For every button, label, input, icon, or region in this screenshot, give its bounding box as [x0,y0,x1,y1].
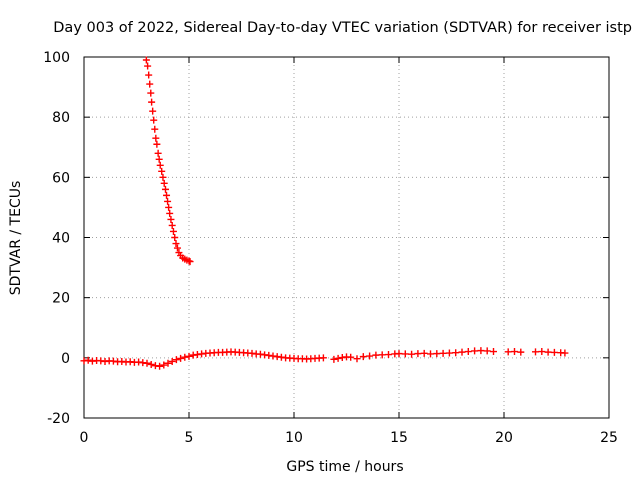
data-point-steep-decline [164,197,172,205]
data-point-baseline [433,350,441,358]
data-point-baseline [445,349,453,357]
grid-lines [84,57,609,418]
x-tick-label: 15 [390,430,408,446]
y-tick-labels: -20 0 20 40 60 80 100 [43,50,70,427]
data-point-steep-decline [152,134,160,142]
data-point-steep-decline [158,167,166,175]
data-point-steep-decline [155,155,163,163]
data-point-steep-decline [149,107,157,115]
data-point-baseline [147,360,155,368]
y-tick-label: 60 [52,170,70,186]
data-point-baseline [177,354,185,362]
x-tick-label: 25 [600,430,618,446]
data-point-steep-decline [147,89,155,97]
data-point-baseline [477,347,485,355]
data-point-steep-decline [165,203,173,211]
data-point-baseline [353,355,361,363]
chart-title: Day 003 of 2022, Sidereal Day-to-day VTE… [53,20,632,36]
data-point-steep-decline [169,227,177,235]
y-axis-label: SDTVAR / TECUs [8,181,24,296]
data-point-steep-decline [161,185,169,193]
data-point-baseline [561,349,569,357]
data-point-baseline [330,355,338,363]
data-point-baseline [401,350,409,358]
data-point-baseline [550,348,558,356]
data-point-baseline [143,359,151,367]
data-point-baseline [490,348,497,356]
data-point-steep-decline [148,98,156,106]
data-point-steep-decline [186,258,194,266]
data-point-baseline [532,348,539,356]
data-point-baseline [385,351,392,359]
plot-frame [83,56,610,419]
data-point-baseline [172,356,180,364]
data-point-baseline [84,356,92,364]
data-point-steep-decline [160,179,168,187]
data-point-steep-decline [142,56,150,64]
data-point-baseline [427,350,434,358]
data-point-baseline [517,348,525,356]
data-point-baseline [471,347,479,355]
data-point-baseline [378,351,386,359]
data-point-steep-decline [172,240,180,248]
x-tick-label: 0 [80,430,89,446]
data-point-steep-decline [168,221,176,229]
data-point-baseline [347,353,355,361]
data-point-steep-decline [146,80,154,88]
data-point-steep-decline [166,209,174,217]
y-tick-label: 80 [52,110,70,126]
data-point-baseline [408,350,416,358]
data-point-baseline [359,353,367,361]
data-point-baseline [181,353,189,361]
data-point-baseline [372,351,380,359]
data-point-steep-decline [150,116,158,124]
data-point-baseline [319,354,327,362]
data-point-steep-decline [163,191,171,199]
data-point-baseline [464,348,472,356]
y-tick-label: 0 [61,351,70,367]
data-point-baseline [511,348,518,356]
data-point-baseline [395,350,403,358]
data-point-baseline [156,362,164,370]
axis-ticks [83,56,610,419]
data-markers [80,56,569,370]
data-point-baseline [538,348,546,356]
data-point-steep-decline [154,149,162,157]
data-point-baseline [544,348,552,356]
data-point-baseline [504,348,512,356]
x-axis-label: GPS time / hours [286,459,403,475]
data-point-steep-decline [145,71,153,79]
y-tick-label: -20 [47,411,70,427]
data-point-steep-decline [153,140,161,148]
data-point-baseline [452,349,460,357]
x-tick-label: 10 [285,430,303,446]
data-point-baseline [164,359,172,367]
y-tick-label: 20 [52,291,70,307]
data-point-steep-decline [167,215,175,223]
data-point-steep-decline [156,161,164,169]
data-point-baseline [160,361,168,369]
data-point-baseline [458,348,466,356]
data-point-baseline [185,352,193,360]
data-point-baseline [483,347,491,355]
data-point-baseline [168,357,176,365]
x-tick-label: 20 [495,430,513,446]
x-tick-label: 5 [185,430,194,446]
x-tick-labels: 0 5 10 15 20 25 [80,430,618,446]
data-point-baseline [334,354,342,362]
data-point-baseline [366,352,374,360]
data-point-steep-decline [151,125,159,133]
data-point-steep-decline [171,234,179,241]
y-tick-label: 40 [52,231,70,247]
y-tick-label: 100 [43,50,70,66]
data-point-steep-decline [144,62,152,70]
data-point-baseline [420,349,428,357]
data-point-baseline [414,350,422,358]
data-point-steep-decline [173,244,181,252]
data-point-steep-decline [159,173,167,181]
data-point-baseline [439,349,447,357]
